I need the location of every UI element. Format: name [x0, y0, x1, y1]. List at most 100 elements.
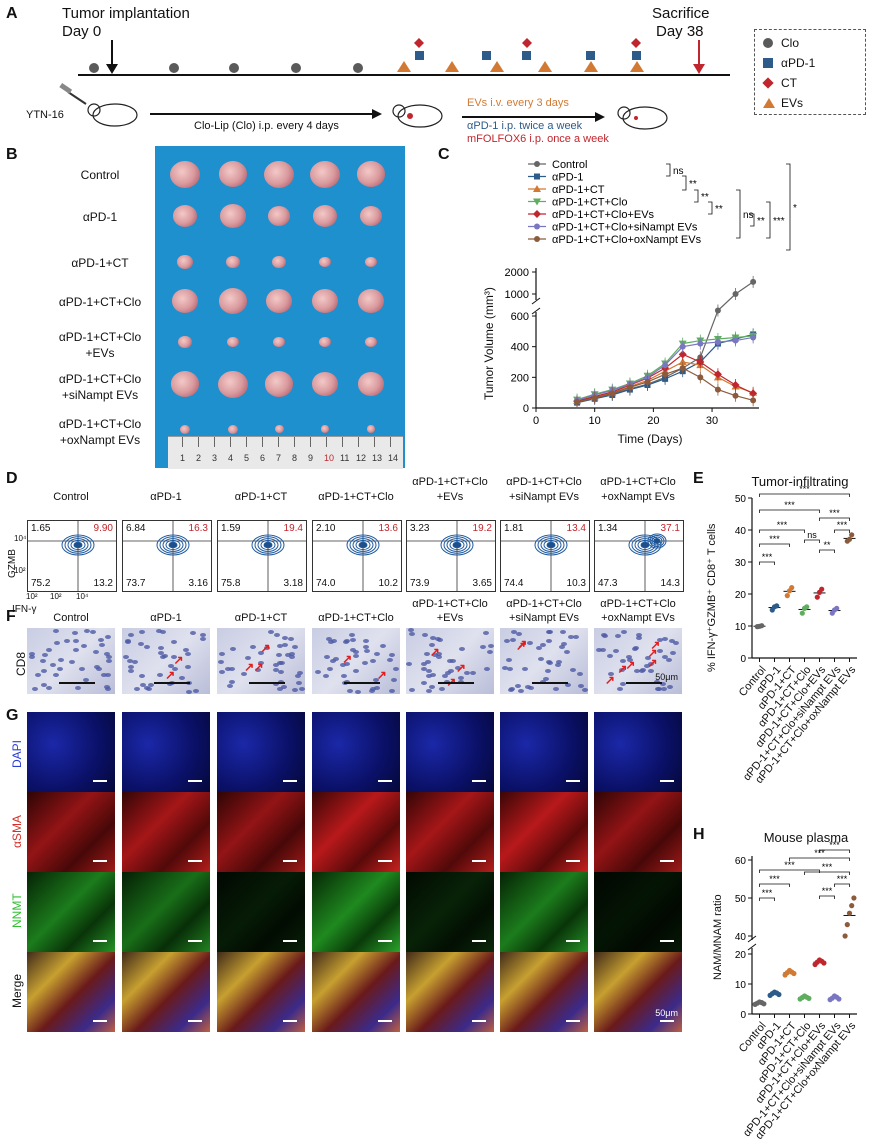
quadrant-lr: 3.65 — [472, 578, 492, 589]
data-point — [849, 903, 855, 909]
ruler-tick: 11 — [340, 453, 350, 463]
nucleus — [429, 635, 436, 640]
scale-bar — [154, 682, 190, 684]
nucleus — [278, 669, 285, 674]
flow-xtick-2: 10² — [50, 592, 62, 601]
scale-bar — [283, 780, 297, 782]
nucleus — [167, 663, 174, 668]
flow-xlabel: IFN-γ — [12, 604, 37, 615]
timeline-end-day: Day 38 — [656, 23, 704, 40]
x-tick-label: 20 — [647, 415, 659, 427]
nucleus — [527, 686, 534, 691]
legend-label: αPD-1+CT+Clo+EVs — [552, 209, 655, 221]
nucleus — [219, 651, 226, 656]
nucleus — [104, 672, 111, 677]
sig-bracket — [804, 539, 820, 543]
nucleus — [507, 667, 514, 672]
nucleus — [653, 679, 660, 684]
nucleus — [328, 639, 335, 644]
scale-bar — [378, 860, 392, 862]
nucleus — [315, 670, 322, 675]
arrow-icon: ↗ — [650, 637, 661, 652]
nucleus — [170, 640, 177, 645]
nucleus — [408, 628, 415, 633]
scale-bar — [472, 1020, 486, 1022]
panel-letter-f: F — [6, 608, 16, 625]
tumor — [219, 288, 247, 314]
nucleus — [425, 673, 432, 678]
data-point — [679, 343, 686, 350]
if-image — [594, 712, 682, 792]
legend-label: Control — [552, 159, 587, 171]
data-point — [834, 605, 840, 611]
arrow-icon: ↗ — [604, 673, 615, 688]
data-point — [591, 395, 598, 402]
panel-b-group-label: αPD-1+CT+Clo — [58, 330, 142, 344]
nucleus — [487, 644, 494, 649]
nucleus — [273, 662, 280, 667]
nucleus — [49, 662, 56, 667]
scale-bar — [626, 682, 662, 684]
flow-ytick-1: 10⁴ — [14, 534, 27, 543]
nucleus — [159, 630, 166, 635]
sig-label: *** — [784, 500, 795, 510]
nucleus — [298, 686, 305, 691]
flow-title: αPD-1+CT+Clo — [600, 476, 676, 488]
quadrant-ur: 19.2 — [472, 523, 492, 534]
nucleus — [511, 630, 518, 635]
y-tick-label: 10 — [735, 980, 747, 991]
contour-ring — [540, 538, 562, 552]
data-point — [846, 536, 853, 542]
data-point — [789, 585, 795, 591]
nucleus — [602, 633, 609, 638]
nucleus — [435, 654, 442, 659]
sig-bracket — [750, 213, 755, 227]
arrow-icon: ↗ — [376, 667, 387, 682]
nucleus — [600, 647, 607, 652]
data-point — [750, 334, 757, 341]
data-point — [851, 895, 857, 901]
nucleus — [595, 647, 602, 652]
nucleus — [343, 639, 350, 644]
if-signal — [122, 792, 210, 872]
contour-ring — [156, 534, 190, 556]
contour-ring — [162, 538, 184, 552]
contour-ring — [254, 536, 282, 554]
tumor — [312, 289, 338, 313]
tumor — [357, 161, 385, 187]
panel-b-group-label: Control — [80, 168, 120, 182]
panel-b-group-label-2: +siNampt EVs — [61, 388, 139, 402]
nucleus — [425, 669, 432, 674]
if-signal — [594, 712, 682, 792]
nucleus — [546, 638, 553, 643]
if-image — [217, 872, 305, 952]
flow-plot: 3.23 19.2 73.9 3.65 — [406, 520, 496, 592]
y-tick-label: 400 — [511, 342, 529, 354]
ihc-title: αPD-1 — [150, 612, 182, 624]
if-signal — [122, 872, 210, 952]
nucleus — [296, 680, 303, 685]
nucleus — [324, 655, 331, 660]
flow-xtick-3: 10⁴ — [76, 592, 89, 601]
timeline-diagram — [59, 38, 730, 130]
nucleus — [68, 660, 75, 665]
nucleus — [29, 654, 36, 659]
nucleus — [429, 672, 436, 677]
nucleus — [510, 638, 517, 643]
y-tick-label: 2000 — [505, 267, 529, 279]
nucleus — [420, 681, 427, 686]
nucleus — [343, 679, 350, 684]
nucleus — [75, 686, 82, 691]
nucleus — [273, 667, 280, 672]
nucleus — [167, 682, 174, 687]
nucleus — [105, 658, 112, 663]
flow-plot: 1.81 13.4 74.4 10.3 — [500, 520, 590, 592]
contour-ring — [67, 538, 89, 552]
quadrant-ll: 73.7 — [126, 578, 146, 589]
nucleus — [421, 632, 428, 637]
nucleus — [672, 640, 679, 645]
quadrant-ll: 74.4 — [504, 578, 524, 589]
arrow-icon: ↗ — [165, 667, 176, 682]
nucleus — [184, 664, 191, 669]
nucleus — [105, 654, 112, 659]
